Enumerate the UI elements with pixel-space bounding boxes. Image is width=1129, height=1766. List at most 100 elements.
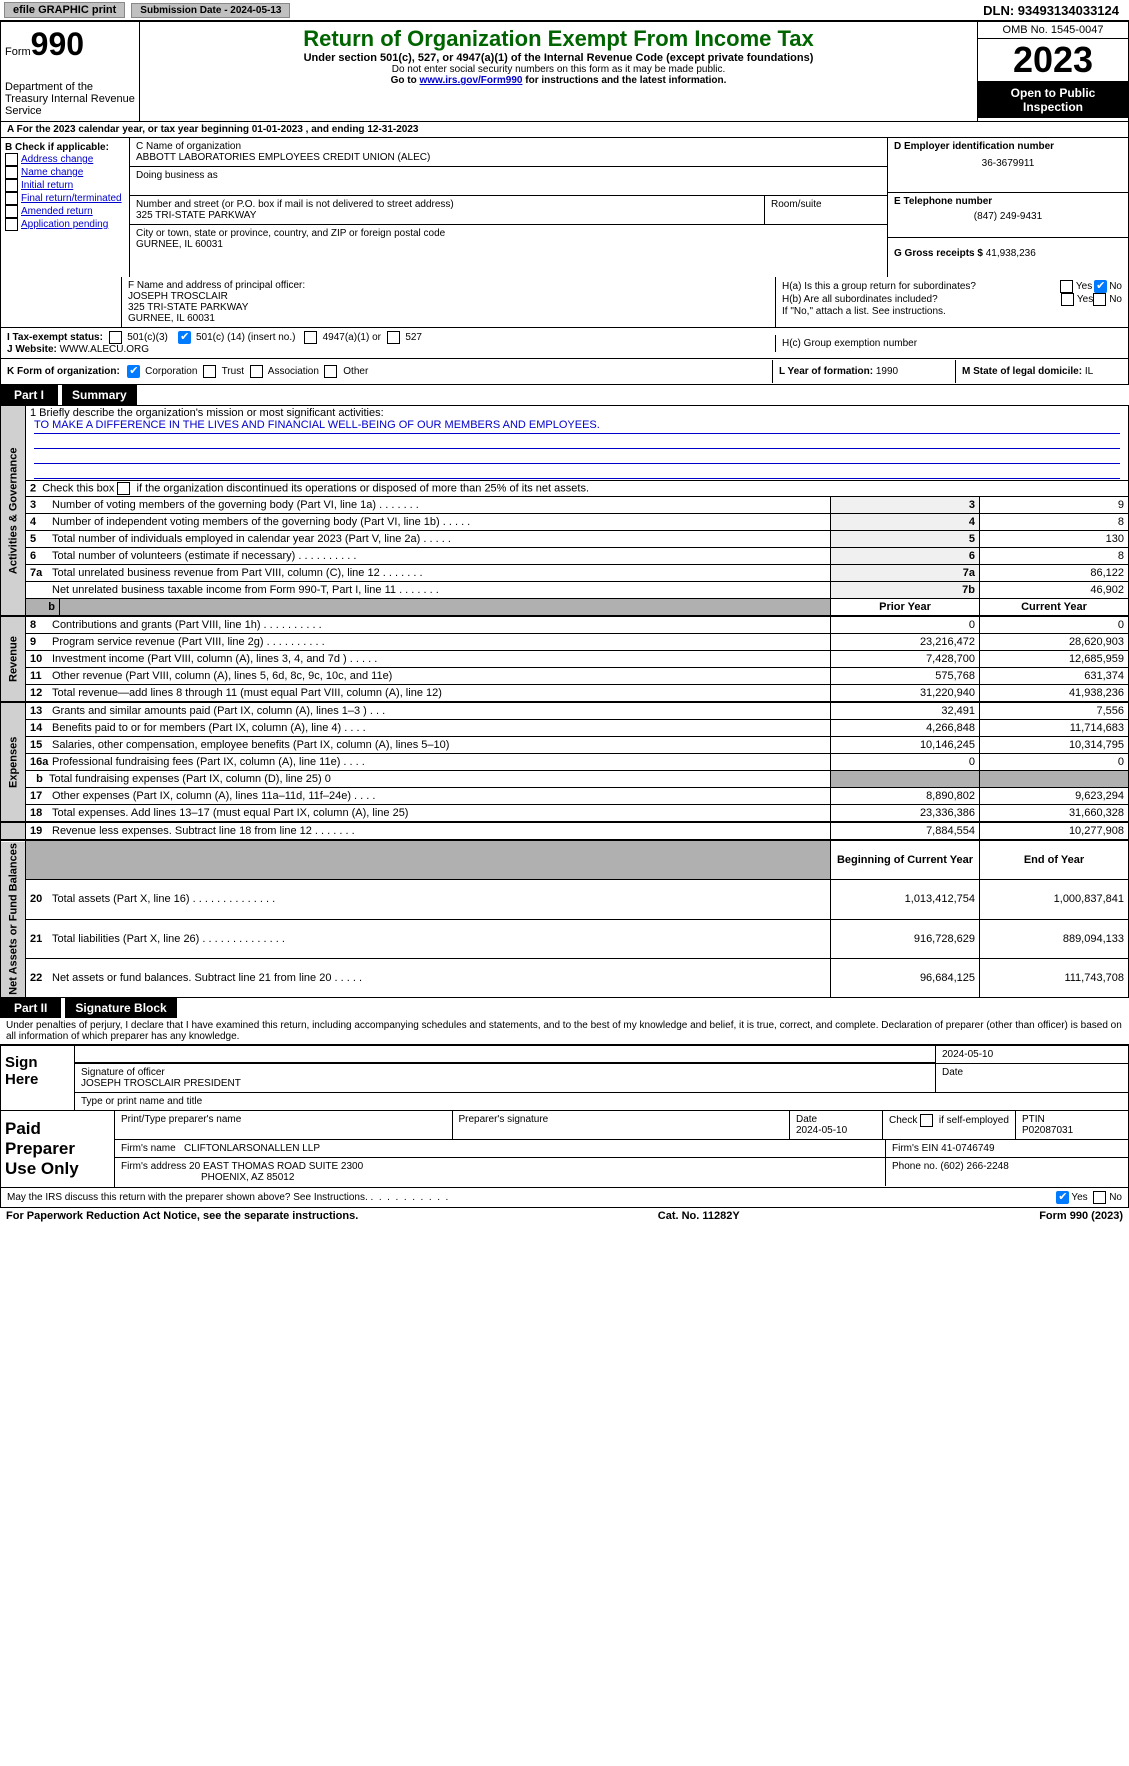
- sig-date-label: Date: [936, 1064, 1128, 1092]
- gov-row-4: 4Number of independent voting members of…: [1, 514, 1129, 531]
- department-label: Department of the Treasury Internal Reve…: [5, 81, 135, 117]
- net-assets-table: Net Assets or Fund Balances Beginning of…: [0, 840, 1129, 998]
- top-bar: efile GRAPHIC print Submission Date - 20…: [0, 0, 1129, 21]
- gov-row-7b: Net unrelated business taxable income fr…: [1, 582, 1129, 599]
- website-value: WWW.ALECU.ORG: [60, 344, 149, 355]
- checkbox-discuss-no[interactable]: [1093, 1191, 1106, 1204]
- gov-row-7a: 7aTotal unrelated business revenue from …: [1, 565, 1129, 582]
- checkbox-hb-yes[interactable]: [1061, 293, 1074, 306]
- gross-receipts-label: G Gross receipts $: [894, 248, 983, 259]
- sig-officer-name: JOSEPH TROSCLAIR PRESIDENT: [81, 1078, 929, 1089]
- hb-label: H(b) Are all subordinates included?: [782, 294, 1061, 305]
- page-footer: For Paperwork Reduction Act Notice, see …: [0, 1208, 1129, 1224]
- goto-suffix: for instructions and the latest informat…: [522, 75, 726, 86]
- section-a-tax-year: A For the 2023 calendar year, or tax yea…: [0, 122, 1129, 138]
- section-k-l-m: K Form of organization: ✔ Corporation Tr…: [0, 359, 1129, 385]
- website-label: J Website:: [7, 344, 60, 355]
- gross-receipts-value: 41,938,236: [986, 248, 1036, 259]
- goto-prefix: Go to: [391, 75, 420, 86]
- penalty-statement: Under penalties of perjury, I declare th…: [0, 1018, 1129, 1045]
- form-label: Form: [5, 46, 31, 58]
- submission-date: Submission Date - 2024-05-13: [131, 3, 290, 18]
- tax-status-label: I Tax-exempt status:: [7, 332, 103, 343]
- prep-sig-label: Preparer's signature: [453, 1111, 791, 1139]
- sign-here-label: Sign Here: [1, 1046, 75, 1110]
- sign-date: 2024-05-10: [936, 1046, 1128, 1063]
- checkbox-amended-return[interactable]: [5, 205, 18, 218]
- summary-table: Activities & Governance 1 Briefly descri…: [0, 405, 1129, 616]
- revenue-label: Revenue: [1, 617, 26, 702]
- paperwork-notice: For Paperwork Reduction Act Notice, see …: [6, 1210, 358, 1222]
- part-2-header: Part II Signature Block: [0, 998, 1129, 1018]
- checkbox-527[interactable]: [387, 331, 400, 344]
- part-2-title: Signature Block: [65, 998, 176, 1018]
- prep-print-label: Print/Type preparer's name: [115, 1111, 453, 1139]
- open-public-badge: Open to Public Inspection: [978, 82, 1128, 118]
- firm-addr1: 20 EAST THOMAS ROAD SUITE 2300: [189, 1161, 363, 1172]
- checkbox-hb-no[interactable]: [1093, 293, 1106, 306]
- checkbox-self-employed[interactable]: [920, 1114, 933, 1127]
- efile-print-button[interactable]: efile GRAPHIC print: [4, 2, 125, 18]
- sign-here-section: Sign Here 2024-05-10 Signature of office…: [0, 1045, 1129, 1111]
- street-value: 325 TRI-STATE PARKWAY: [136, 210, 758, 221]
- checkbox-501c-checked[interactable]: ✔: [178, 331, 191, 344]
- irs-discuss-row: May the IRS discuss this return with the…: [0, 1188, 1129, 1208]
- paid-preparer-label: Paid Preparer Use Only: [1, 1111, 115, 1187]
- expenses-label: Expenses: [1, 703, 26, 822]
- hc-label: H(c) Group exemption number: [782, 338, 1122, 349]
- form-number: 990: [31, 26, 84, 62]
- room-label: Room/suite: [771, 199, 881, 210]
- year-formation-value: 1990: [876, 366, 898, 377]
- expenses-table: Expenses 13Grants and similar amounts pa…: [0, 702, 1129, 822]
- section-i-j-hc: I Tax-exempt status: 501(c)(3) ✔ 501(c) …: [0, 328, 1129, 359]
- firm-ein: 41-0746749: [941, 1143, 994, 1154]
- form-subtitle: Under section 501(c), 527, or 4947(a)(1)…: [144, 52, 973, 64]
- officer-label: F Name and address of principal officer:: [128, 280, 769, 291]
- officer-name: JOSEPH TROSCLAIR: [128, 291, 769, 302]
- phone-label: E Telephone number: [894, 196, 1122, 207]
- irs-link[interactable]: www.irs.gov/Form990: [419, 75, 522, 86]
- col-b-header: B Check if applicable:: [5, 142, 125, 153]
- org-name-label: C Name of organization: [136, 141, 881, 152]
- firm-addr2: PHOENIX, AZ 85012: [201, 1172, 294, 1183]
- checkbox-application-pending[interactable]: [5, 218, 18, 231]
- dba-label: Doing business as: [136, 170, 881, 181]
- governance-label: Activities & Governance: [1, 406, 26, 616]
- checkbox-final-return[interactable]: [5, 192, 18, 205]
- org-name: ABBOTT LABORATORIES EMPLOYEES CREDIT UNI…: [136, 152, 881, 163]
- checkbox-discontinued[interactable]: [117, 482, 130, 495]
- ha-label: H(a) Is this a group return for subordin…: [782, 281, 1060, 292]
- ein-label: D Employer identification number: [894, 141, 1122, 152]
- checkbox-association[interactable]: [250, 365, 263, 378]
- ein-value: 36-3679911: [894, 158, 1122, 169]
- officer-street: 325 TRI-STATE PARKWAY: [128, 302, 769, 313]
- section-f-h: F Name and address of principal officer:…: [0, 277, 1129, 328]
- checkbox-corporation-checked[interactable]: ✔: [127, 365, 140, 378]
- checkbox-trust[interactable]: [203, 365, 216, 378]
- checkbox-4947[interactable]: [304, 331, 317, 344]
- type-name-label: Type or print name and title: [75, 1093, 1128, 1110]
- domicile-label: M State of legal domicile:: [962, 366, 1082, 377]
- checkbox-name-change[interactable]: [5, 166, 18, 179]
- checkbox-other[interactable]: [324, 365, 337, 378]
- checkbox-ha-yes[interactable]: [1060, 280, 1073, 293]
- phone-value: (847) 249-9431: [894, 211, 1122, 222]
- ptin-value: P02087031: [1022, 1125, 1073, 1136]
- part-1-header: Part I Summary: [0, 385, 1129, 405]
- checkbox-501c3[interactable]: [109, 331, 122, 344]
- dln-number: DLN: 93493134033124: [983, 3, 1129, 18]
- city-label: City or town, state or province, country…: [136, 228, 881, 239]
- part-2-tab: Part II: [0, 998, 61, 1018]
- discuss-text: May the IRS discuss this return with the…: [7, 1192, 368, 1203]
- checkbox-initial-return[interactable]: [5, 179, 18, 192]
- sig-officer-label: Signature of officer: [81, 1067, 929, 1078]
- checkbox-ha-no-checked[interactable]: ✔: [1094, 280, 1107, 293]
- omb-number: OMB No. 1545-0047: [978, 22, 1128, 39]
- revenue-table: Revenue 8Contributions and grants (Part …: [0, 616, 1129, 702]
- checkbox-address-change[interactable]: [5, 153, 18, 166]
- city-value: GURNEE, IL 60031: [136, 239, 881, 250]
- domicile-value: IL: [1085, 366, 1093, 377]
- checkbox-discuss-yes-checked[interactable]: ✔: [1056, 1191, 1069, 1204]
- prep-date: 2024-05-10: [796, 1125, 847, 1136]
- footer-form-num: 990: [1070, 1210, 1088, 1222]
